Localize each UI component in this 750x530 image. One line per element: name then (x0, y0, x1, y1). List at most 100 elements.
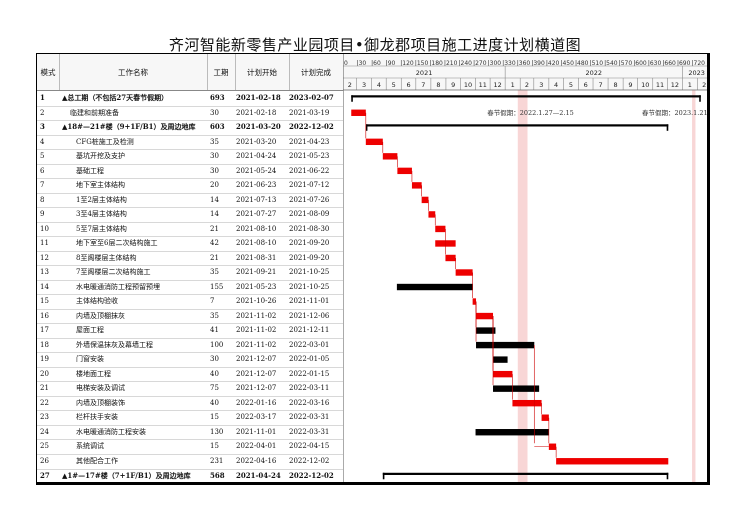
task-start: 2021-03-20 (236, 137, 277, 146)
task-end: 2022-03-31 (289, 413, 330, 422)
task-duration: 100 (210, 340, 224, 349)
ruler-label: 0 (344, 60, 348, 67)
task-id: 7 (40, 181, 45, 190)
task-bar (476, 312, 494, 320)
task-name: 门窗安装 (76, 355, 104, 364)
task-bar (435, 225, 446, 233)
ruler-label: 60 (373, 60, 381, 67)
task-start: 2022-04-01 (236, 442, 277, 451)
task-start: 2021-02-18 (236, 108, 277, 117)
task-end: 2022-03-11 (289, 384, 330, 393)
task-duration: 35 (210, 268, 219, 277)
task-end: 2022-01-15 (289, 369, 330, 378)
task-start: 2022-01-16 (236, 398, 277, 407)
task-start: 2021-11-02 (236, 340, 277, 349)
task-id: 1 (40, 93, 45, 102)
task-id: 4 (40, 137, 45, 146)
task-end: 2021-11-01 (289, 297, 330, 306)
task-duration: 155 (210, 282, 224, 291)
holiday-annotation: 春节假期：2022.1.27—2.15 (487, 108, 574, 117)
table-row: 16 内墙及顶棚抹灰 35 2021-11-02 2021-12-06 (37, 309, 343, 325)
month-label: 8 (614, 81, 618, 89)
task-start: 2021-04-24 (236, 152, 277, 161)
table-row: 25 系统调试 15 2022-04-01 2022-04-15 (37, 439, 343, 455)
summary-bar (382, 472, 669, 475)
month-label: 9 (451, 81, 455, 89)
summary-cap (699, 95, 701, 102)
table-row: 26 其他配合工作 231 2022-04-16 2022-12-02 (37, 454, 343, 470)
ruler-label: 720 (694, 60, 706, 67)
task-duration: 30 (210, 355, 219, 364)
task-start: 2021-11-01 (236, 427, 277, 436)
ruler-label: 270 (475, 60, 487, 67)
task-end: 2021-03-19 (289, 108, 330, 117)
task-duration: 20 (210, 181, 219, 190)
task-duration: 14 (210, 195, 219, 204)
task-id: 9 (40, 210, 45, 219)
ruler-label: 210 (446, 60, 458, 67)
task-id: 24 (40, 427, 49, 436)
gantt-chart: 0 30 60 90 120 150 180 210 240 270 300 330 360 390 420… (343, 54, 707, 482)
task-duration: 15 (210, 442, 219, 451)
task-name: CFG桩施工及检测 (76, 137, 134, 146)
task-duration: 75 (210, 384, 219, 393)
table-row: 7 地下室主体结构 20 2021-06-23 2021-07-12 (37, 178, 343, 194)
year-label: 2022 (585, 69, 602, 77)
task-bar (445, 254, 456, 262)
task-start: 2021-03-20 (236, 122, 281, 132)
ruler-label: 90 (388, 60, 396, 67)
task-end: 2021-08-30 (289, 224, 330, 233)
task-name: 外墙保温抹灰及幕墙工程 (76, 340, 153, 349)
table-row: 4 CFG桩施工及检测 35 2021-03-20 2021-04-23 (37, 135, 343, 151)
month-label: 1 (511, 81, 515, 89)
table-row: 19 门窗安装 30 2021-12-07 2022-01-05 (37, 352, 343, 368)
ruler-label: 390 (533, 60, 545, 67)
table-row: 12 8至阁楼层主体结构 21 2021-08-31 2021-09-20 (37, 251, 343, 267)
task-name: ▲1#—17#楼（7+1F/B1）及周边地库 (62, 470, 191, 480)
task-end: 2022-03-16 (289, 398, 330, 407)
task-start: 2021-10-26 (236, 297, 277, 306)
table-row: 27 ▲1#—17#楼（7+1F/B1）及周边地库 568 2021-04-24 202… (37, 469, 343, 482)
task-id: 13 (40, 268, 49, 277)
month-label: 8 (436, 81, 440, 89)
month-label: 2 (525, 81, 529, 89)
task-name: 1至2层主体结构 (76, 195, 127, 204)
task-name: 水电暖通消防工程预留预埋 (76, 282, 160, 291)
ruler-label: 600 (635, 60, 647, 67)
task-name: 电梯安装及调试 (76, 384, 125, 393)
table-row: 18 外墙保温抹灰及幕墙工程 100 2021-11-02 2022-03-01 (37, 338, 343, 354)
table-row: 8 1至2层主体结构 14 2021-07-13 2021-07-26 (37, 193, 343, 209)
task-end: 2021-09-20 (289, 253, 330, 262)
table-row: 2 临建和前期准备 30 2021-02-18 2021-03-19 (37, 106, 343, 122)
task-duration: 21 (210, 224, 219, 233)
chart-title: 齐河智能新零售产业园项目•御龙郡项目施工进度计划横道图 (168, 36, 582, 54)
table-row: 5 基坑开挖及支护 30 2021-04-24 2021-05-23 (37, 149, 343, 165)
task-duration: 14 (210, 210, 219, 219)
table-row: 23 栏杆扶手安装 15 2022-03-17 2022-03-31 (37, 410, 343, 426)
task-end: 2021-07-12 (289, 181, 330, 190)
task-name: 8至阁楼层主体结构 (76, 253, 137, 262)
month-label: 9 (628, 81, 632, 89)
summary-cap (382, 472, 385, 480)
task-start: 2021-07-27 (236, 210, 277, 219)
task-id: 20 (40, 369, 49, 378)
task-id: 25 (40, 442, 49, 451)
dependency-link (533, 345, 549, 448)
task-name: 地下室主体结构 (76, 181, 125, 190)
task-id: 14 (40, 282, 49, 291)
task-id: 2 (40, 108, 45, 117)
task-duration: 40 (210, 398, 219, 407)
task-bar (556, 458, 669, 465)
task-id: 5 (40, 152, 45, 161)
task-bar (493, 385, 540, 392)
task-end: 2022-03-01 (289, 340, 330, 349)
table-row: 6 基础工程 30 2021-05-24 2021-06-22 (37, 164, 343, 180)
month-label: 10 (464, 81, 472, 89)
task-name: 楼地面工程 (76, 369, 111, 378)
task-start: 2021-07-13 (236, 195, 277, 204)
header-name: 工作名称 (59, 54, 208, 90)
ruler-label: 480 (577, 60, 589, 67)
header-end: 计划完成 (289, 54, 344, 90)
task-bar (493, 356, 508, 363)
task-end: 2021-04-23 (289, 137, 330, 146)
